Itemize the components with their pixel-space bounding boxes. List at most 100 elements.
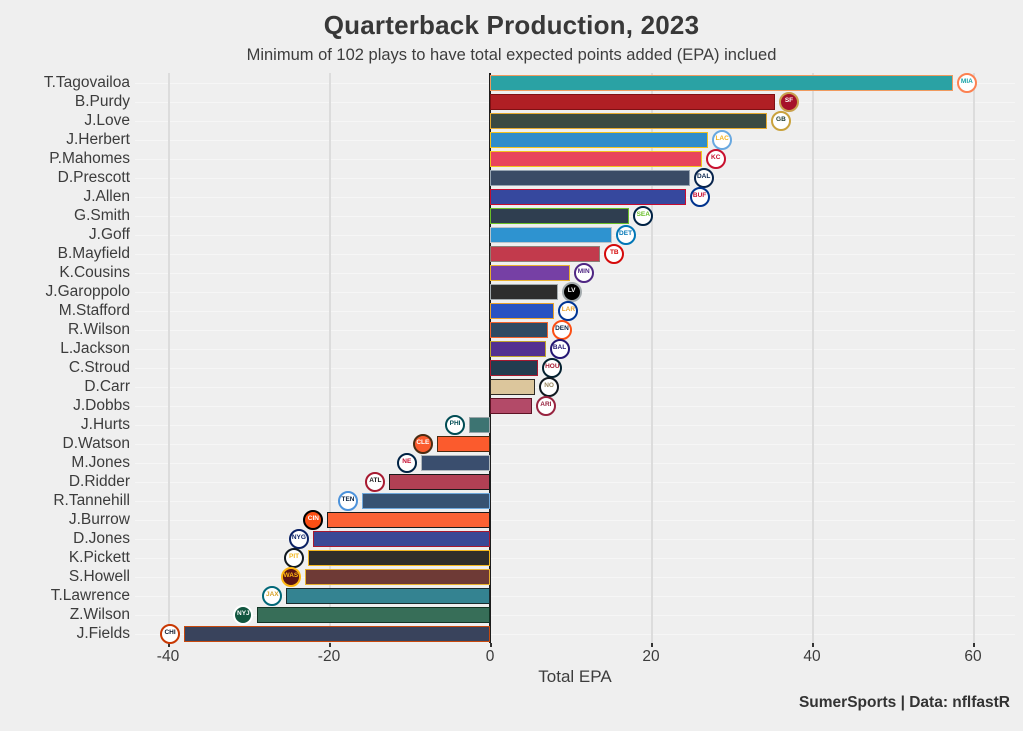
epa-bar <box>286 587 490 604</box>
team-logo-cin-icon: CIN <box>303 509 324 530</box>
row-gridline <box>135 329 1015 331</box>
epa-bar <box>490 397 532 414</box>
x-gridline <box>651 73 653 643</box>
team-logo-tb-icon: TB <box>604 243 625 264</box>
team-logo-ari-icon: ARI <box>535 395 556 416</box>
qb-name-label: J.Dobbs <box>73 397 130 414</box>
row-gridline <box>135 538 1015 540</box>
qb-name-label: R.Wilson <box>67 321 130 338</box>
qb-name-label: T.Lawrence <box>50 587 130 604</box>
row-gridline <box>135 348 1015 350</box>
epa-bar <box>327 511 490 528</box>
qb-name-label: J.Hurts <box>80 416 130 433</box>
team-logo-lv-icon: LV <box>561 281 582 302</box>
row-gridline <box>135 557 1015 559</box>
epa-bar <box>490 264 570 281</box>
qb-name-label: J.Goff <box>88 226 130 243</box>
qb-name-label: D.Ridder <box>68 473 130 490</box>
epa-bar <box>490 150 702 167</box>
team-logo-mia-icon: MIA <box>956 72 977 93</box>
epa-bar <box>257 606 490 623</box>
epa-bar <box>490 302 555 319</box>
qb-name-label: K.Pickett <box>68 549 130 566</box>
x-gridline <box>973 73 975 643</box>
row-gridline <box>135 481 1015 483</box>
row-gridline <box>135 443 1015 445</box>
team-logo-buf-icon: BUF <box>689 186 710 207</box>
qb-name-label: J.Burrow <box>68 511 130 528</box>
team-logo-cle-icon: CLE <box>412 433 433 454</box>
epa-bar <box>308 549 490 566</box>
qb-name-label: J.Fields <box>76 625 130 642</box>
x-tick-label: -20 <box>317 648 341 665</box>
team-logo-ne-icon: NE <box>396 452 417 473</box>
team-logo-hou-icon: HOU <box>542 357 563 378</box>
epa-bar <box>436 435 490 452</box>
team-logo-lar-icon: LAR <box>558 300 579 321</box>
x-tick-label: 0 <box>485 648 495 665</box>
team-logo-atl-icon: ATL <box>365 471 386 492</box>
team-logo-ten-icon: TEN <box>338 490 358 511</box>
zero-axis-line <box>489 73 491 643</box>
x-tick-label: 40 <box>803 648 821 665</box>
x-axis-label: Total EPA <box>538 667 612 686</box>
team-logo-chi-icon: CHI <box>160 623 181 644</box>
qb-name-label: L.Jackson <box>60 340 130 357</box>
row-gridline <box>135 424 1015 426</box>
qb-name-label: P.Mahomes <box>49 150 130 167</box>
team-logo-phi-icon: PHI <box>445 414 466 435</box>
epa-bar <box>184 625 490 642</box>
x-gridline <box>812 73 814 643</box>
qb-name-label: Z.Wilson <box>69 606 130 623</box>
x-tick-label: 20 <box>642 648 660 665</box>
epa-bar <box>490 131 709 148</box>
qb-name-label: D.Carr <box>84 378 130 395</box>
qb-name-label: K.Cousins <box>59 264 130 281</box>
row-gridline <box>135 576 1015 578</box>
epa-bar <box>490 245 601 262</box>
x-tick-mark <box>490 643 492 647</box>
team-logo-kc-icon: KC <box>705 148 726 169</box>
row-gridline <box>135 614 1015 616</box>
epa-bar <box>490 207 630 224</box>
team-logo-lac-icon: LAC <box>712 129 733 150</box>
team-logo-det-icon: DET <box>615 224 636 245</box>
qb-name-label: D.Jones <box>73 530 130 547</box>
epa-bar <box>469 416 490 433</box>
qb-name-label: M.Stafford <box>58 302 130 319</box>
epa-bar <box>304 568 490 585</box>
qb-name-label: B.Purdy <box>74 93 130 110</box>
row-gridline <box>135 462 1015 464</box>
x-gridline <box>168 73 170 643</box>
row-gridline <box>135 500 1015 502</box>
page-title: Quarterback Production, 2023 <box>323 10 700 40</box>
epa-bar <box>490 340 546 357</box>
qb-name-label: S.Howell <box>68 568 130 585</box>
team-logo-gb-icon: GB <box>770 110 791 131</box>
epa-bar <box>490 359 539 376</box>
qb-name-label: R.Tannehill <box>53 492 130 509</box>
qb-name-label: T.Tagovailoa <box>43 74 130 91</box>
source-caption: SumerSports | Data: nflfastR <box>798 694 1010 711</box>
team-logo-sea-icon: SEA <box>633 205 654 226</box>
epa-bar <box>490 321 548 338</box>
team-logo-no-icon: NO <box>539 376 560 397</box>
page-subtitle: Minimum of 102 plays to have total expec… <box>246 46 777 64</box>
team-logo-pit-icon: PIT <box>284 547 305 568</box>
qb-name-label: J.Love <box>84 112 130 129</box>
epa-bar <box>389 473 490 490</box>
row-gridline <box>135 386 1015 388</box>
epa-bar <box>490 378 536 395</box>
qb-name-label: D.Watson <box>62 435 130 452</box>
row-gridline <box>135 595 1015 597</box>
team-logo-den-icon: DEN <box>551 319 572 340</box>
x-tick-label: 60 <box>964 648 982 665</box>
epa-bar <box>420 454 490 471</box>
qb-name-label: M.Jones <box>71 454 130 471</box>
qb-name-label: J.Garoppolo <box>45 283 130 300</box>
epa-bar <box>490 112 767 129</box>
team-logo-sf-icon: SF <box>778 91 799 112</box>
team-logo-bal-icon: BAL <box>549 338 570 359</box>
team-logo-nyj-icon: NYJ <box>233 604 254 625</box>
